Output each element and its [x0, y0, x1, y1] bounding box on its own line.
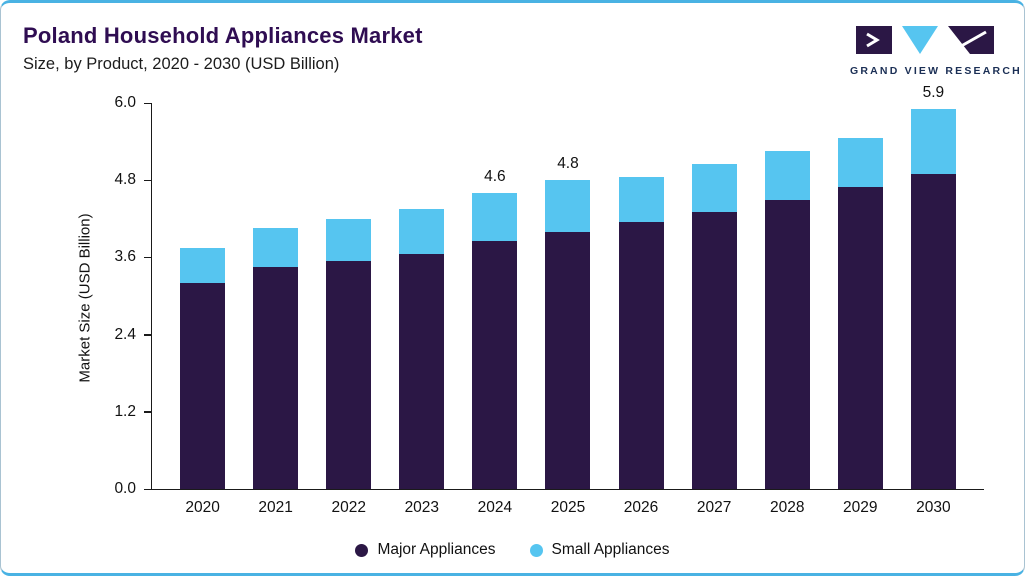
- bar-segment-small-appliances: [326, 218, 372, 261]
- y-tick-label: 6.0: [114, 94, 136, 111]
- x-tick-label: 2029: [843, 499, 878, 516]
- bar-value-label: 4.6: [484, 168, 506, 186]
- bar-segment-small-appliances: [837, 138, 883, 187]
- bar-segment-major-appliances: [691, 212, 737, 489]
- bar-segment-major-appliances: [180, 283, 226, 489]
- x-tick-label: 2028: [769, 499, 805, 516]
- x-tick-label: 2025: [550, 499, 586, 516]
- bar-2025: 4.8 2025: [545, 103, 591, 516]
- x-tick-label: 2020: [185, 499, 220, 516]
- y-tick-mark: [144, 488, 152, 490]
- bar-segment-major-appliances: [545, 231, 591, 489]
- bar-2024: 4.6 2024: [472, 103, 518, 516]
- bar-segment-major-appliances: [837, 186, 883, 489]
- bar-segment-major-appliances: [399, 254, 445, 489]
- bar-2030: 5.9 2030: [910, 84, 956, 516]
- y-tick-mark: [144, 179, 152, 182]
- bar-segment-small-appliances: [691, 164, 737, 213]
- legend-label-small: Small Appliances: [551, 541, 670, 558]
- x-tick-label: 2030: [916, 499, 951, 516]
- legend-label-major: Major Appliances: [377, 541, 496, 558]
- x-tick-label: 2027: [696, 499, 732, 516]
- bar-segment-small-appliances: [180, 247, 226, 284]
- plot-area: 0.0 1.2 2.4 3.6 4.8 6.0 2020 2021 2022 2023 4.6 202…: [114, 84, 984, 516]
- bar-segment-major-appliances: [764, 199, 810, 489]
- bar-value-label: 5.9: [922, 84, 945, 102]
- bar-2026: 2026: [618, 103, 664, 516]
- y-tick-mark: [144, 411, 152, 413]
- y-tick-mark: [144, 256, 152, 259]
- bar-segment-major-appliances: [253, 267, 299, 489]
- brand-logo: GRAND VIEW RESEARCH: [850, 25, 1022, 77]
- bar-segment-small-appliances: [472, 193, 518, 242]
- bar-2021: 2021: [253, 103, 299, 516]
- bar-segment-small-appliances: [399, 209, 445, 255]
- bar-segment-small-appliances: [545, 180, 591, 232]
- y-tick-mark: [144, 102, 152, 104]
- legend-item-major: Major Appliances: [355, 541, 496, 559]
- y-tick-label: 3.6: [114, 248, 136, 266]
- y-tick-mark: [144, 334, 152, 336]
- bar-2020: 2020: [180, 103, 226, 516]
- bar-segment-major-appliances: [618, 222, 664, 489]
- x-tick-label: 2021: [258, 499, 293, 516]
- bar-2027: 2027: [691, 103, 737, 516]
- bars-container: 2020 2021 2022 2023 4.6 2024 4.8 2025 2026 2027 20…: [152, 84, 984, 516]
- y-tick-label: 4.8: [114, 171, 136, 189]
- y-tick-label: 1.2: [114, 402, 136, 420]
- page-subtitle: Size, by Product, 2020 - 2030 (USD Billi…: [23, 55, 340, 73]
- x-tick-label: 2024: [477, 499, 513, 516]
- y-tick-label: 0.0: [114, 480, 136, 497]
- bar-segment-small-appliances: [764, 151, 810, 200]
- x-tick-label: 2022: [331, 499, 366, 516]
- y-axis-title: Market Size (USD Billion): [76, 213, 94, 383]
- bar-segment-major-appliances: [910, 173, 956, 489]
- y-tick-label: 2.4: [114, 325, 136, 343]
- bar-segment-small-appliances: [618, 177, 664, 223]
- bar-segment-small-appliances: [910, 109, 956, 174]
- bar-segment-major-appliances: [472, 241, 518, 489]
- bar-2028: 2028: [764, 103, 810, 516]
- x-tick-label: 2023: [404, 499, 440, 516]
- brand-logo-icon: [856, 26, 994, 54]
- bar-2029: 2029: [837, 103, 883, 516]
- bar-2022: 2022: [326, 103, 372, 516]
- legend: Major Appliances Small Appliances: [1, 541, 1024, 559]
- bar-segment-major-appliances: [326, 260, 372, 489]
- brand-logo-text: GRAND VIEW RESEARCH: [850, 65, 1022, 77]
- bar-2023: 2023: [399, 103, 445, 516]
- x-tick-label: 2026: [623, 499, 659, 516]
- page-title: Poland Household Appliances Market: [23, 23, 423, 48]
- bar-segment-small-appliances: [253, 228, 299, 268]
- bar-value-label: 4.8: [557, 155, 579, 173]
- legend-dot-small-icon: [529, 543, 543, 557]
- legend-dot-major-icon: [355, 543, 369, 557]
- legend-item-small: Small Appliances: [529, 541, 670, 559]
